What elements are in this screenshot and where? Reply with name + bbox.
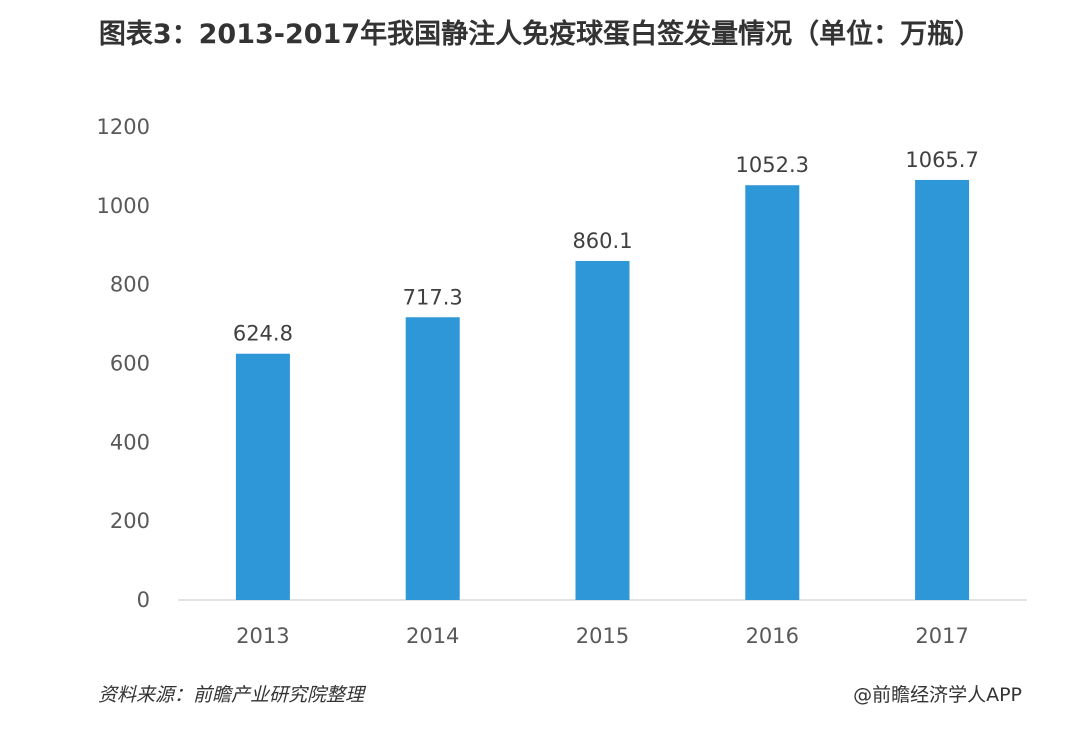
bar-2015	[575, 260, 630, 600]
x-tick-label: 2017	[915, 624, 968, 648]
chart-title: 图表3：2013-2017年我国静注人免疫球蛋白签发量情况（单位：万瓶）	[98, 19, 982, 50]
x-tick-label: 2014	[406, 624, 459, 648]
data-label-2013: 624.8	[233, 322, 293, 346]
x-tick-label: 2013	[236, 624, 289, 648]
data-label-2016: 1052.3	[736, 153, 809, 177]
y-tick-label: 800	[110, 273, 150, 297]
x-tick-label: 2015	[576, 624, 629, 648]
data-label-2017: 1065.7	[905, 148, 978, 172]
x-tick-label: 2016	[746, 624, 799, 648]
bar-2017	[915, 179, 970, 600]
y-tick-label: 1200	[97, 115, 150, 139]
data-label-2015: 860.1	[572, 229, 632, 253]
y-tick-label: 0	[137, 588, 150, 612]
x-axis: 2013 2014 2015 2016 2017	[178, 599, 1027, 648]
y-tick-label: 400	[110, 430, 150, 454]
data-label-2014: 717.3	[403, 285, 463, 309]
source-note: 资料来源：前瞻产业研究院整理	[98, 684, 365, 706]
bar-2016	[745, 185, 800, 600]
y-tick-label: 200	[110, 509, 150, 533]
y-tick-label: 600	[110, 352, 150, 376]
y-axis: 0 200 400 600 800 1000 1200	[97, 115, 150, 612]
bar-2013	[235, 353, 290, 600]
credit-note: @前瞻经济学人APP	[853, 684, 1022, 706]
bar-series	[235, 179, 970, 600]
y-tick-label: 1000	[97, 194, 150, 218]
data-labels: 624.8 717.3 860.1 1052.3 1065.7	[233, 148, 979, 346]
bar-2014	[405, 317, 460, 600]
